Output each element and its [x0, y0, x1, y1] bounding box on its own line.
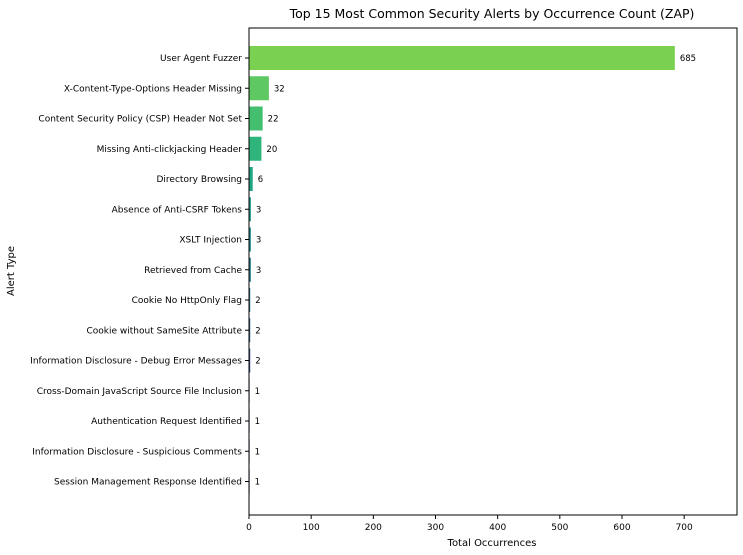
y-tick-label: Absence of Anti-CSRF Tokens	[112, 205, 243, 215]
bar	[249, 46, 675, 70]
data-label: 2	[255, 326, 260, 336]
data-label: 2	[255, 296, 260, 306]
y-tick-label: User Agent Fuzzer	[160, 54, 242, 64]
y-tick-label: Information Disclosure - Debug Error Mes…	[30, 357, 242, 367]
data-label: 32	[274, 84, 285, 94]
data-label: 22	[268, 115, 279, 125]
plot-frame	[248, 27, 738, 516]
x-tick-label: 200	[365, 523, 382, 533]
y-tick-label: Cross-Domain JavaScript Source File Incl…	[37, 387, 242, 397]
chart-title: Top 15 Most Common Security Alerts by Oc…	[289, 6, 695, 21]
x-tick-label: 300	[427, 523, 444, 533]
y-tick-label: Authentication Request Identified	[91, 417, 242, 427]
bar	[249, 227, 251, 252]
data-label: 1	[255, 417, 260, 427]
data-label: 3	[256, 205, 261, 215]
data-label: 20	[266, 145, 277, 155]
data-label: 1	[255, 447, 260, 457]
y-tick-label: Directory Browsing	[157, 175, 243, 185]
x-tick-label: 100	[303, 523, 320, 533]
y-tick-label: Cookie without SameSite Attribute	[86, 326, 242, 336]
bars-group	[249, 46, 675, 494]
data-label: 3	[256, 236, 261, 246]
y-tick-label: Content Security Policy (CSP) Header Not…	[38, 115, 242, 125]
y-tick-label: Cookie No HttpOnly Flag	[132, 296, 242, 306]
y-tick-label: Retrieved from Cache	[144, 266, 242, 276]
bar	[249, 348, 251, 373]
data-label: 1	[255, 387, 260, 397]
data-label: 685	[680, 54, 696, 64]
y-axis-label: Alert Type	[6, 246, 17, 296]
y-tick-label: Information Disclosure - Suspicious Comm…	[32, 447, 242, 457]
x-tick-label: 400	[489, 523, 506, 533]
x-tick-label: 600	[613, 523, 630, 533]
data-label: 6	[258, 175, 263, 185]
x-axis-label: Total Occurrences	[447, 538, 537, 549]
bar	[249, 76, 269, 101]
data-label: 2	[255, 357, 260, 367]
x-tick-label: 500	[551, 523, 568, 533]
bar	[249, 257, 251, 282]
bar	[249, 288, 251, 312]
y-axis-ticks: User Agent Fuzzer X-Content-Type-Options …	[30, 54, 249, 488]
y-tick-label: Session Management Response Identified	[54, 478, 242, 488]
data-label: 3	[256, 266, 261, 276]
bar	[249, 106, 263, 131]
bar	[249, 136, 262, 161]
x-axis-ticks: 0 100 200 300 400 500 600 700	[246, 515, 693, 533]
data-label: 1	[255, 478, 260, 488]
bar	[249, 197, 251, 222]
y-tick-label: X-Content-Type-Options Header Missing	[64, 84, 242, 94]
x-tick-label: 0	[246, 523, 252, 533]
y-tick-label: XSLT Injection	[179, 236, 242, 246]
bar	[249, 167, 253, 191]
y-tick-label: Missing Anti-clickjacking Header	[97, 145, 243, 155]
bar	[249, 318, 251, 343]
x-tick-label: 700	[676, 523, 693, 533]
